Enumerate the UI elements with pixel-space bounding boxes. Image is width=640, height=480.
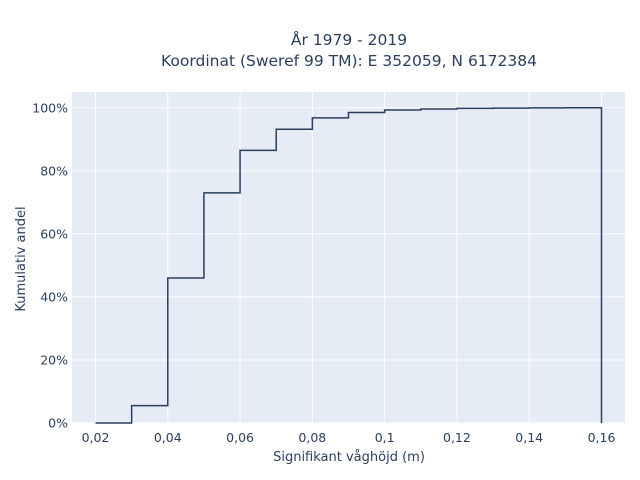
x-tick-label: 0,14 (515, 430, 543, 445)
x-axis-title: Signifikant våghöjd (m) (273, 450, 425, 465)
x-tick-label: 0,04 (154, 430, 182, 445)
chart-title-line-1: År 1979 - 2019 (291, 30, 407, 49)
y-tick-label: 60% (40, 226, 68, 241)
y-tick-label: 20% (40, 352, 68, 367)
cumulative-step-line (95, 107, 603, 424)
x-tick-label: 0,02 (82, 430, 110, 445)
y-tick-label: 80% (40, 163, 68, 178)
x-tick-label: 0,12 (443, 430, 471, 445)
y-tick-label: 100% (32, 100, 68, 115)
x-tick-label: 0,06 (226, 430, 254, 445)
series-layer (95, 107, 603, 424)
y-tick-label: 0% (48, 416, 68, 431)
tick-layer: 0,02 0,04 0,06 0,08 0,1 0,12 0,14 0,16 0% 20% 40% 6… (32, 100, 615, 445)
x-tick-label: 0,16 (588, 430, 616, 445)
chart-title-line-2: Koordinat (Sweref 99 TM): E 352059, N 61… (161, 52, 537, 70)
x-tick-label: 0,08 (298, 430, 326, 445)
y-tick-label: 40% (40, 289, 68, 304)
x-tick-label: 0,1 (375, 430, 395, 445)
plot-area (72, 92, 625, 423)
y-axis-title: Kumulativ andel (14, 206, 29, 311)
